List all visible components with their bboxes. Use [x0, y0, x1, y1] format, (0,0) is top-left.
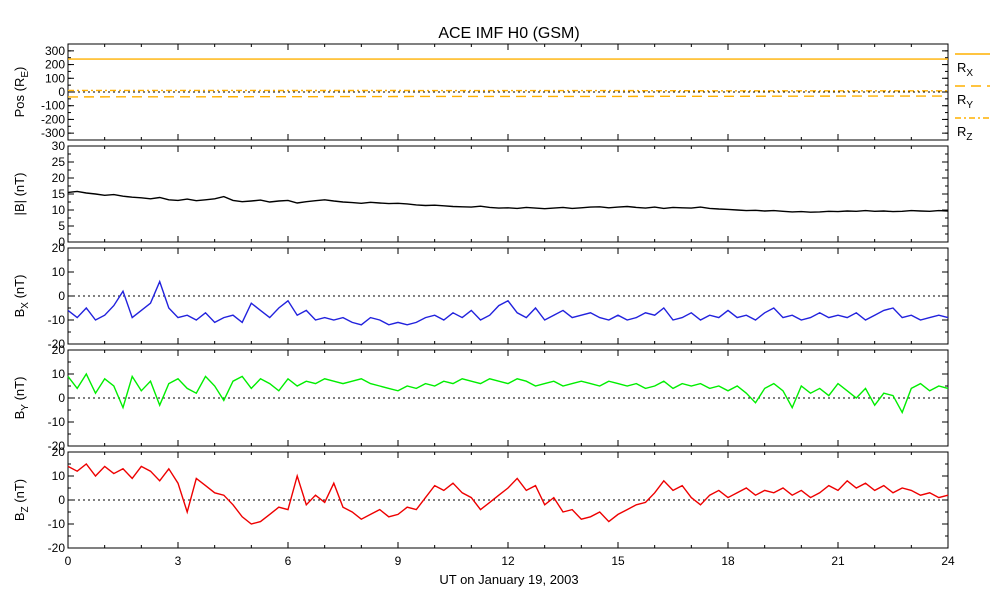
x-tick-label: 0	[65, 554, 72, 568]
y-tick-label: 5	[58, 219, 65, 233]
x-axis-label: UT on January 19, 2003	[439, 572, 578, 587]
panel-bx: -20 -10 0 10 20 BX (nT)	[12, 241, 949, 351]
series-line-pos-1	[67, 95, 948, 98]
y-tick-label: 10	[52, 265, 66, 279]
y-tick-label: -20	[48, 337, 66, 351]
chart-title: ACE IMF H0 (GSM)	[438, 25, 579, 42]
legend-label: RZ	[957, 124, 973, 143]
y-tick-label: -10	[48, 313, 66, 327]
series-line-bz-0	[67, 463, 949, 525]
y-tick-label: 10	[52, 203, 66, 217]
y-tick-label: 100	[45, 71, 65, 85]
y-tick-label: 0	[58, 391, 65, 405]
y-axis-label: BZ (nT)	[12, 479, 31, 521]
legend-label: RY	[957, 92, 973, 111]
x-tick-label: 3	[175, 554, 182, 568]
y-tick-label: -10	[48, 415, 66, 429]
x-tick-label: 6	[285, 554, 292, 568]
x-tick-label: 12	[501, 554, 515, 568]
y-tick-label: 20	[52, 171, 66, 185]
y-tick-label: 0	[58, 289, 65, 303]
panel-bt: 0 5 10 15 20 25 30 |B| (nT)	[12, 139, 949, 249]
y-tick-label: 300	[45, 44, 65, 58]
y-axis-label: |B| (nT)	[12, 173, 27, 216]
y-tick-label: 20	[52, 241, 66, 255]
x-tick-label: 24	[941, 554, 955, 568]
y-tick-label: -20	[48, 541, 66, 555]
y-axis-label: BX (nT)	[12, 275, 31, 318]
y-tick-label: 10	[52, 469, 66, 483]
series-line-by-0	[67, 372, 949, 415]
panel-bz: -20 -10 0 10 20 BZ (nT)	[12, 445, 949, 555]
y-tick-label: -20	[48, 439, 66, 453]
y-tick-label: -10	[48, 517, 66, 531]
y-tick-label: 0	[58, 493, 65, 507]
y-tick-label: 20	[52, 445, 66, 459]
x-tick-label: 9	[395, 554, 402, 568]
y-tick-label: -200	[41, 112, 65, 126]
y-axis-label: BY (nT)	[12, 377, 31, 420]
series-line-bx-0	[67, 279, 949, 326]
y-tick-label: 10	[52, 367, 66, 381]
y-tick-label: 0	[58, 85, 65, 99]
x-tick-label: 21	[831, 554, 845, 568]
y-tick-label: 25	[52, 155, 66, 169]
panel-by: -20 -10 0 10 20 BY (nT)	[12, 343, 949, 453]
legend-label: RX	[957, 60, 973, 79]
y-tick-label: 20	[52, 343, 66, 357]
y-tick-label: 200	[45, 58, 65, 72]
y-tick-label: -100	[41, 99, 65, 113]
panel-frame	[67, 145, 949, 243]
y-tick-label: 0	[58, 235, 65, 249]
y-axis-label: Pos (RE)	[12, 67, 31, 118]
y-tick-label: 30	[52, 139, 66, 153]
series-line-bt-0	[67, 190, 949, 213]
y-tick-label: -300	[41, 126, 65, 140]
x-tick-label: 18	[721, 554, 735, 568]
x-tick-label: 15	[611, 554, 625, 568]
y-tick-label: 15	[52, 187, 66, 201]
